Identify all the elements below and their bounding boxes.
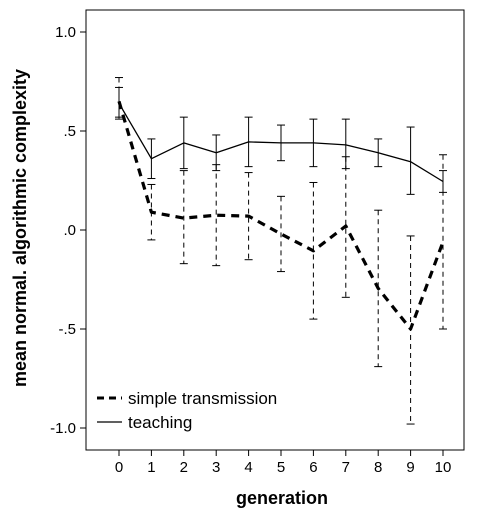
x-tick-label: 2 [180, 459, 188, 476]
x-tick-label: 10 [435, 459, 452, 476]
y-tick-label: .0 [63, 222, 76, 239]
x-tick-label: 7 [342, 459, 350, 476]
y-tick-label: -.5 [58, 321, 76, 338]
legend-label-simple-transmission: simple transmission [128, 389, 277, 408]
x-tick-label: 0 [115, 459, 123, 476]
y-tick-label: 1.0 [55, 24, 76, 41]
x-axis: 0 1 2 3 4 5 6 7 8 9 10 [115, 450, 452, 476]
legend: simple transmission teaching [97, 389, 277, 432]
y-tick-label: .5 [63, 123, 76, 140]
x-tick-label: 6 [309, 459, 317, 476]
error-bars [115, 77, 447, 425]
x-tick-label: 8 [374, 459, 382, 476]
series-line-teaching [118, 102, 444, 183]
x-tick-label: 4 [244, 459, 252, 476]
y-axis-title: mean normal. algorithmic complexity [10, 69, 30, 387]
x-tick-label: 1 [147, 459, 155, 476]
y-axis: 1.0 .5 .0 -.5 -1.0 [50, 24, 86, 437]
x-axis-title: generation [236, 488, 328, 508]
x-tick-label: 3 [212, 459, 220, 476]
series-lines [117, 100, 445, 331]
x-tick-label: 9 [406, 459, 414, 476]
x-tick-label: 5 [277, 459, 285, 476]
legend-label-teaching: teaching [128, 413, 192, 432]
y-tick-label: -1.0 [50, 420, 76, 437]
